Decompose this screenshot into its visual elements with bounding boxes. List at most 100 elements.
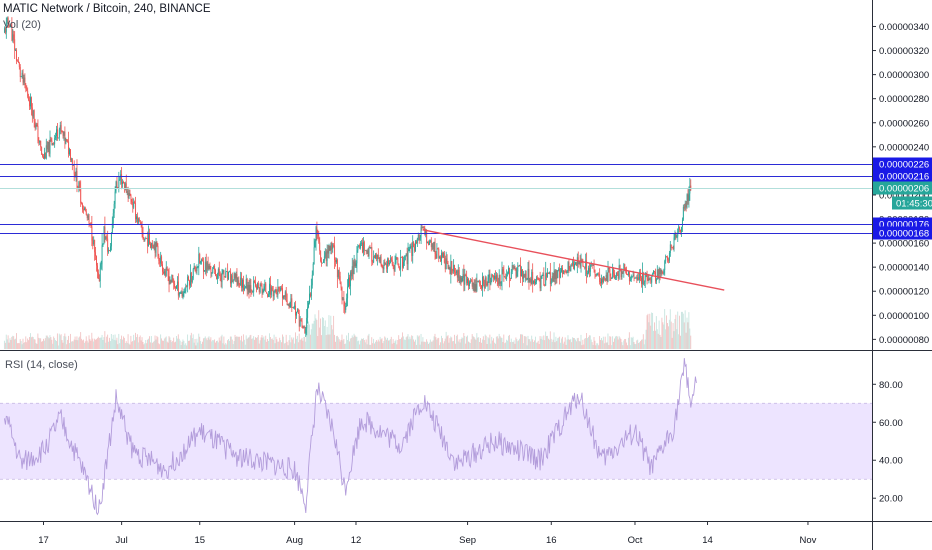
candle-body (15, 50, 17, 51)
horizontal-levels[interactable] (0, 164, 872, 234)
volume-bar (451, 337, 453, 349)
candle-body (178, 293, 180, 296)
candle-body (407, 251, 409, 265)
candle-body (268, 294, 270, 297)
candle-body (243, 279, 244, 291)
volume-bar (305, 341, 307, 349)
volume-bar (684, 310, 686, 349)
volume-bar (656, 329, 658, 349)
volume-bar (279, 337, 281, 349)
candle-body (455, 270, 457, 274)
volume-bar (499, 336, 501, 349)
symbol-title[interactable]: MATIC Network / Bitcoin, 240, BINANCE (3, 3, 211, 15)
time-tick-label: 15 (194, 535, 205, 546)
candle-body (189, 280, 190, 286)
volume-bar (330, 315, 332, 349)
volume-bar (427, 341, 428, 349)
candle-body (351, 266, 353, 277)
candle-body (410, 246, 412, 248)
volume-legend[interactable]: Vol (20) (3, 19, 41, 31)
candle-body (299, 319, 301, 327)
trendline-layer[interactable] (422, 229, 725, 291)
volume-bar (397, 340, 399, 349)
volume-bar (249, 335, 251, 349)
volume-bar (190, 332, 192, 349)
volume-bar (648, 322, 650, 349)
volume-bar (231, 339, 233, 349)
candle-body (275, 289, 277, 292)
candle-body (47, 141, 49, 150)
candle-body (165, 267, 167, 276)
candle-body (177, 281, 179, 296)
volume-bar (310, 329, 312, 349)
volume-bar (237, 336, 239, 349)
candle-body (194, 266, 196, 271)
candle-body (4, 28, 6, 33)
candle-body (588, 267, 589, 274)
candle-body (529, 279, 531, 282)
trendline[interactable] (422, 229, 725, 291)
candle-body (110, 246, 111, 251)
volume-bar (574, 339, 576, 349)
volume-bar (683, 322, 685, 349)
volume-bar (582, 339, 584, 349)
volume-bar (453, 340, 455, 349)
candle-body (309, 293, 310, 303)
candle-body (321, 261, 323, 263)
candle-body (30, 97, 32, 108)
candle-body (638, 277, 640, 280)
volume-bar (148, 338, 149, 349)
candle-body (63, 131, 65, 136)
candle-body (523, 274, 525, 278)
volume-bar (92, 338, 94, 349)
volume-bar (531, 335, 533, 349)
candle-body (248, 284, 250, 293)
candle-body (7, 17, 9, 24)
volume-bar (377, 339, 379, 349)
volume-bar (153, 340, 155, 349)
candle-body (614, 273, 615, 279)
price-tick-label: 0.00000140 (879, 263, 929, 274)
candle-body (343, 298, 345, 307)
candle-body (500, 282, 502, 284)
candle-body (616, 272, 618, 274)
candle-body (361, 242, 363, 244)
time-tick-label: Nov (800, 535, 817, 546)
candle-body (333, 245, 335, 247)
candle-body (503, 271, 505, 277)
candle-body (57, 129, 58, 139)
candle-body (79, 182, 81, 189)
volume-bar (16, 333, 17, 349)
candle-body (100, 264, 102, 268)
volume-bar (265, 335, 267, 349)
candle-body (196, 267, 198, 271)
volume-bar (254, 339, 256, 349)
candle-body (40, 140, 42, 147)
volume-bar (42, 341, 43, 349)
candle-body (163, 271, 165, 274)
volume-bar (557, 338, 559, 349)
candle-body (123, 181, 124, 184)
volume-bar (363, 339, 365, 349)
volume-bar (412, 336, 414, 349)
volume-bar (383, 340, 385, 349)
rsi-legend[interactable]: RSI (14, close) (5, 359, 78, 371)
candle-body (334, 245, 336, 260)
volume-bar (181, 341, 183, 349)
candle-body (544, 285, 546, 287)
volume-bar (496, 336, 498, 349)
candle-body (250, 285, 252, 291)
volume-bar (162, 340, 164, 349)
candle-body (340, 283, 342, 288)
volume-bars (3, 309, 692, 349)
volume-bar (354, 335, 356, 349)
candle-body (545, 273, 547, 286)
volume-bar (555, 336, 557, 349)
volume-bar (44, 338, 46, 349)
volume-bar (581, 345, 583, 349)
candle-body (589, 265, 591, 272)
volume-bar (454, 334, 455, 349)
volume-bar (391, 343, 393, 349)
candle-body (244, 287, 246, 289)
